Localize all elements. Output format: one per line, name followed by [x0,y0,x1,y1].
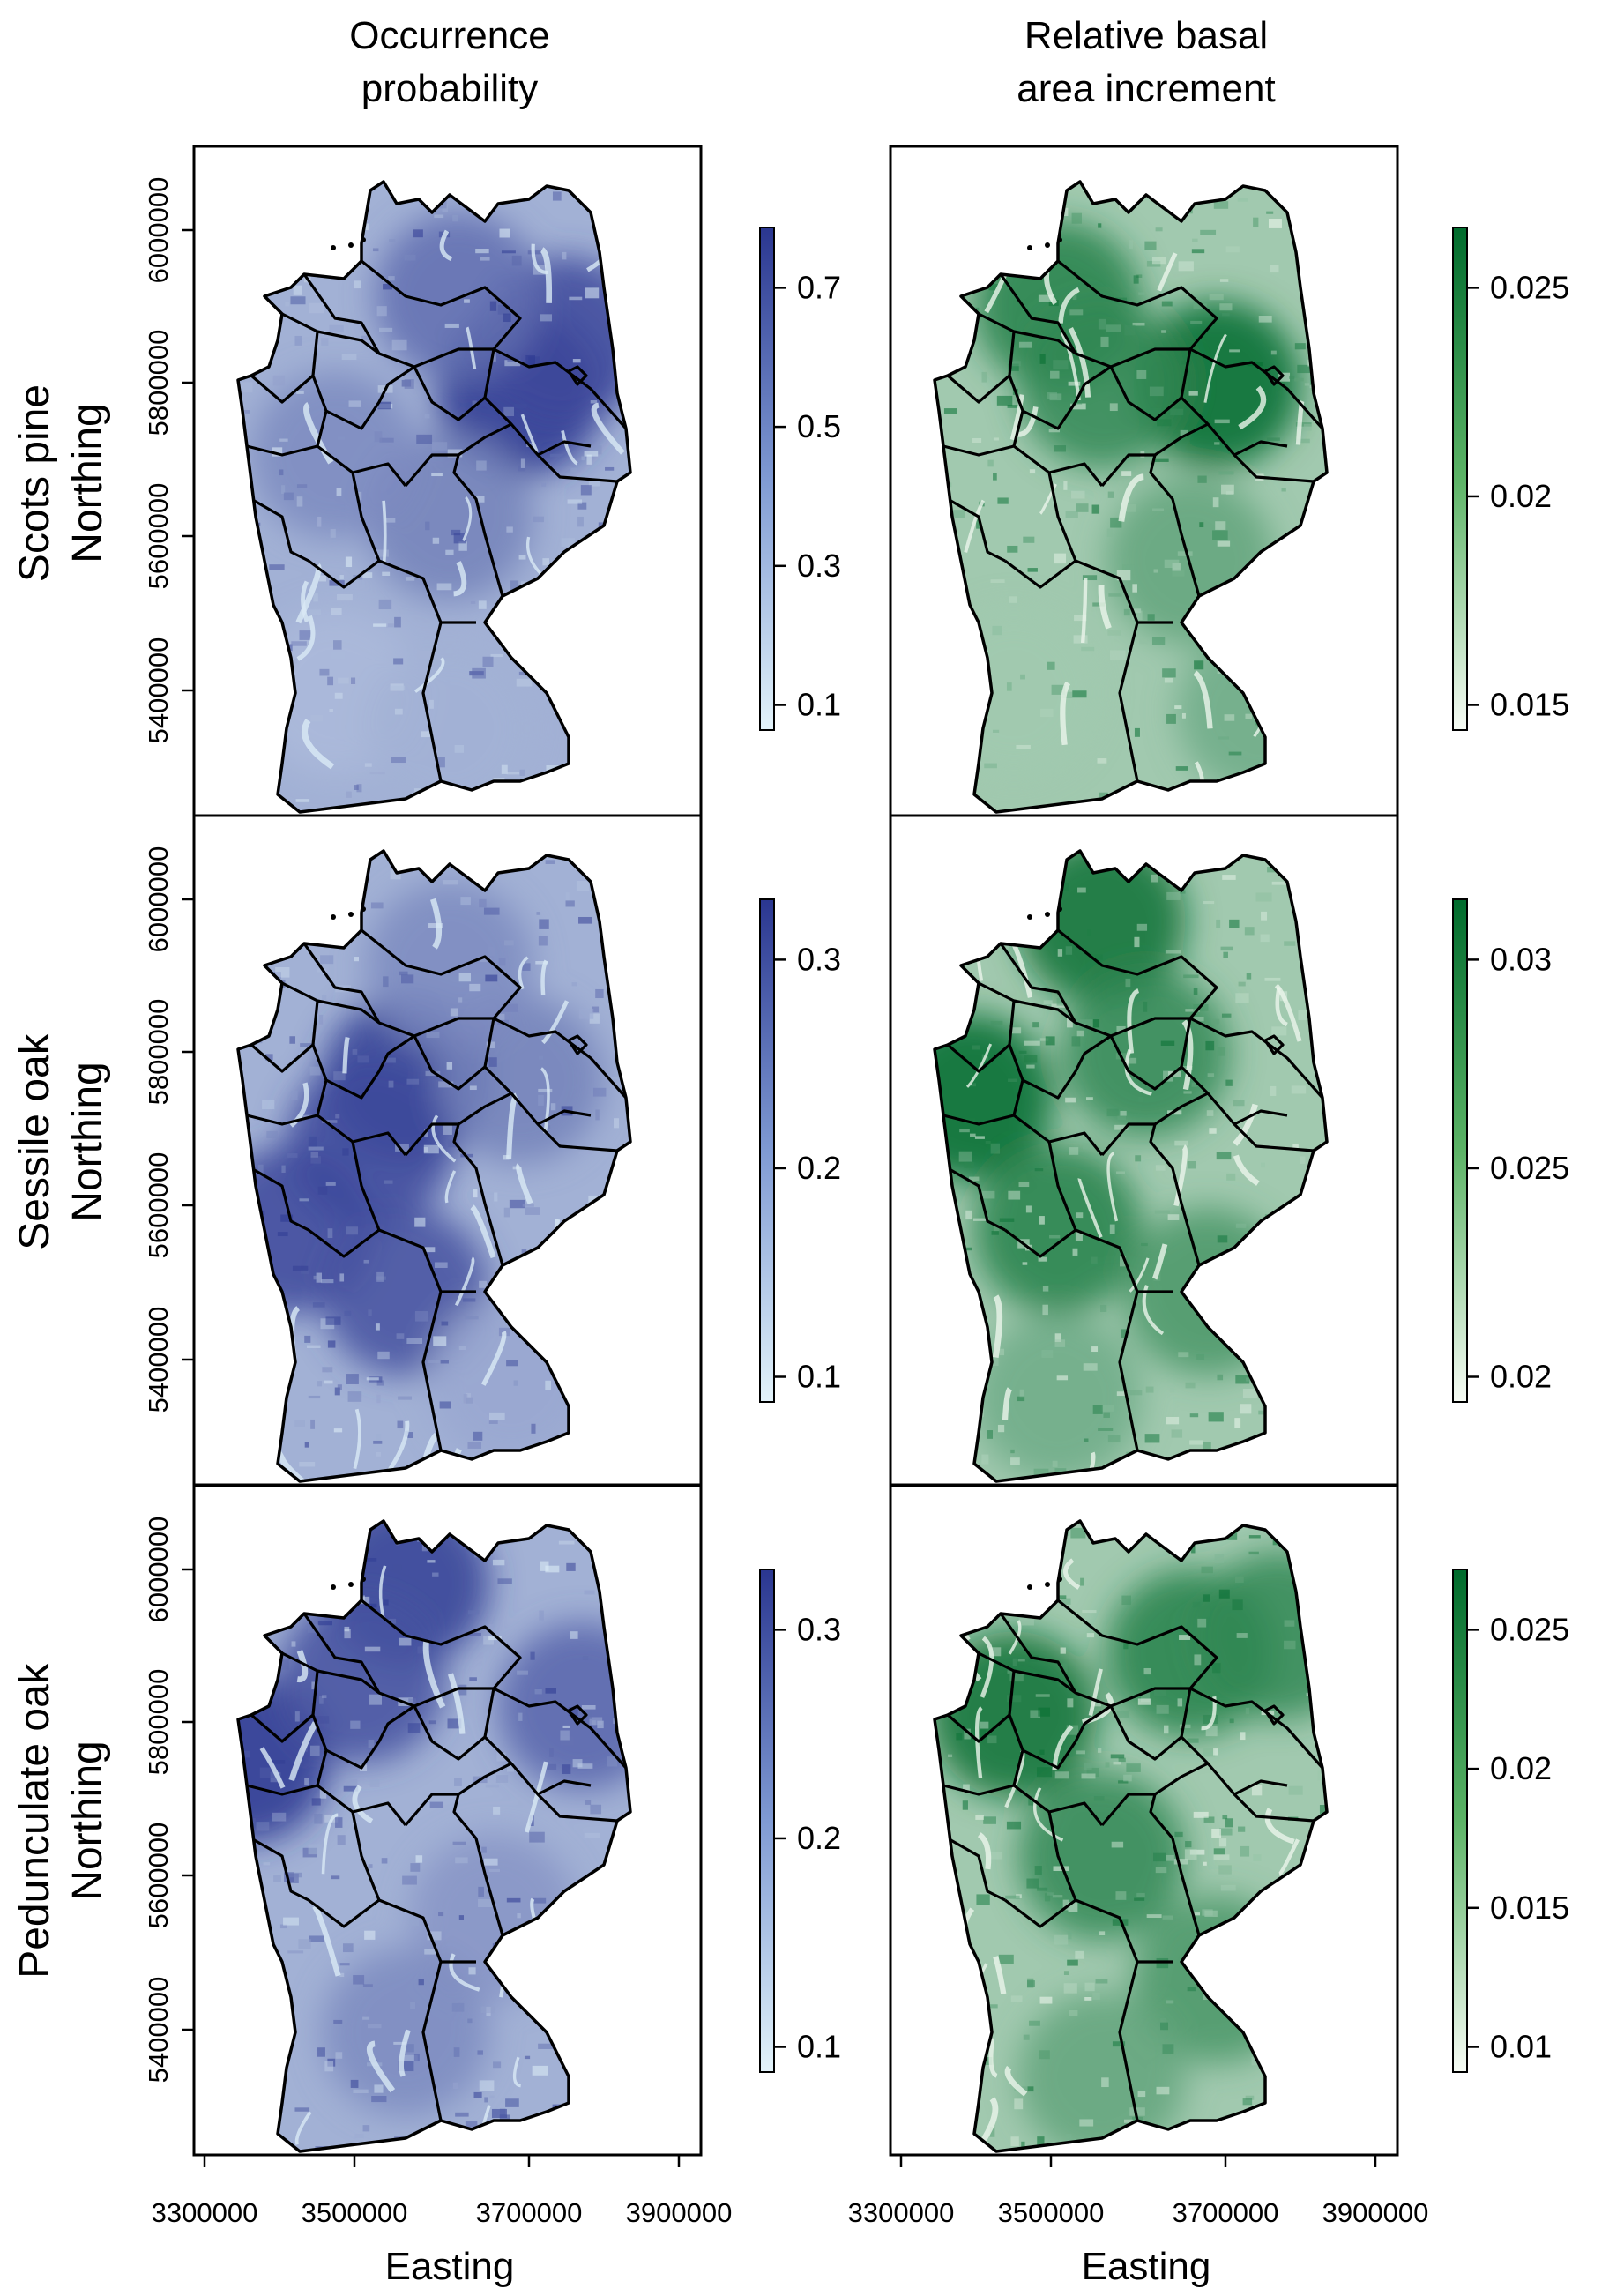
country-outline [236,180,632,814]
germany-map [236,180,632,814]
colorbar: 0.3 0.2 0.1 [759,1569,841,2073]
row-species-label: Scots pine [11,384,58,582]
column-title-increment-line1: Relative basal [1024,14,1268,57]
colorbar: 0.3 0.2 0.1 [759,898,841,1403]
colorbar-tick-label: 0.1 [797,2029,841,2065]
y-tick-label: 5800000 [143,1669,174,1776]
row-species-label: Pedunculate oak [11,1662,58,1979]
colorbar-tick-label: 0.2 [797,1150,841,1186]
colorbar: 0.03 0.025 0.02 [1452,898,1569,1403]
y-tick-label: 5400000 [143,637,174,744]
map-panel: 6000000 5800000 5600000 5400000 [143,1484,703,2167]
x-axis-title: Easting [1082,2245,1211,2288]
colorbar-tick-label: 0.02 [1490,1750,1552,1786]
germany-map [933,849,1329,1483]
x-axis-left: 3300000 3500000 3700000 3900000 Easting [152,2197,733,2288]
colorbar-tick-label: 0.015 [1490,687,1569,723]
x-tick-label: 3300000 [152,2197,258,2228]
country-outline [933,180,1329,814]
colorbar-tick-label: 0.025 [1490,269,1569,305]
colorbar-tick-label: 0.025 [1490,1611,1569,1647]
y-tick-label: 6000000 [143,846,174,953]
colorbar-tick-label: 0.5 [797,408,841,444]
colorbar: 0.7 0.5 0.3 0.1 [759,227,841,731]
y-tick-label: 5800000 [143,330,174,436]
colorbar-tick-label: 0.3 [797,1611,841,1647]
x-tick-label: 3500000 [998,2197,1105,2228]
y-tick-label: 5600000 [143,1823,174,1929]
row-species-label: Sessile oak [11,1032,58,1249]
country-outline [933,1519,1329,2153]
row-axis-label: Northing [64,1062,111,1221]
x-tick-label: 3700000 [1173,2197,1279,2228]
map-panel [889,145,1399,817]
colorbar-tick-label: 0.015 [1490,1890,1569,1926]
map-panels: 6000000 5800000 5600000 5400000 6000000 58000… [143,145,1399,2167]
colorbar-tick-label: 0.3 [797,548,841,584]
y-tick-label: 5600000 [143,483,174,590]
y-tick-label: 6000000 [143,177,174,284]
colorbar: 0.025 0.02 0.015 0.01 [1452,1569,1569,2073]
x-tick-label: 3900000 [1322,2197,1429,2228]
row-title-scots-pine: Scots pine Northing [11,384,111,582]
y-tick-label: 5400000 [143,1307,174,1413]
colorbars: 0.70.50.30.10.0250.020.0150.30.20.10.030… [759,227,1569,2073]
colorbar-tick-label: 0.2 [797,1820,841,1856]
map-panel [889,814,1399,1487]
colorbar-tick-label: 0.01 [1490,2029,1552,2065]
colorbar-tick-label: 0.7 [797,269,841,305]
colorbar-tick-label: 0.025 [1490,1150,1569,1186]
column-title-occurrence-line2: probability [361,67,539,110]
colorbar-tick-label: 0.3 [797,941,841,977]
x-tick-label: 3500000 [302,2197,408,2228]
y-tick-label: 6000000 [143,1517,174,1623]
colorbar-tick-label: 0.02 [1490,1359,1552,1395]
y-tick-label: 5400000 [143,1977,174,2084]
colorbar-tick-label: 0.1 [797,1359,841,1395]
colorbar-tick-label: 0.03 [1490,941,1552,977]
map-panel [889,1484,1399,2167]
country-outline [236,849,632,1483]
x-tick-label: 3900000 [626,2197,733,2228]
x-axis-right: 3300000 3500000 3700000 3900000 Easting [848,2197,1429,2288]
colorbar-tick-label: 0.02 [1490,478,1552,514]
y-tick-label: 5600000 [143,1152,174,1259]
map-panel: 6000000 5800000 5600000 5400000 [143,145,703,817]
row-axis-label: Northing [64,403,111,563]
map-panel: 6000000 5800000 5600000 5400000 [143,814,703,1487]
germany-map [236,1519,632,2153]
x-axis-title: Easting [385,2245,515,2288]
colorbar-tick-label: 0.1 [797,687,841,723]
row-axis-label: Northing [64,1741,111,1900]
germany-map [236,849,632,1483]
row-title-sessile-oak: Sessile oak Northing [11,1032,111,1249]
column-title-occurrence-line1: Occurrence [349,14,549,57]
x-tick-label: 3700000 [476,2197,583,2228]
country-outline [933,849,1329,1483]
row-title-pedunculate-oak: Pedunculate oak Northing [11,1662,111,1979]
column-title-increment-line2: area increment [1017,67,1275,110]
colorbar: 0.025 0.02 0.015 [1452,227,1569,731]
x-tick-label: 3300000 [848,2197,955,2228]
y-tick-label: 5800000 [143,999,174,1106]
country-outline [236,1519,632,2153]
